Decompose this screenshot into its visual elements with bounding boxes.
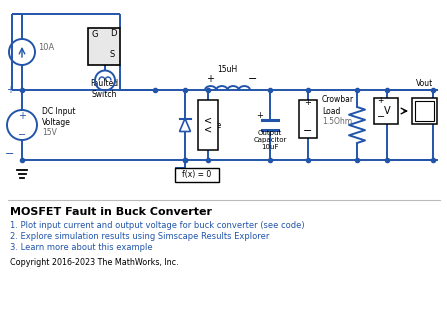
Text: −: − (377, 112, 385, 122)
Text: −: − (5, 149, 15, 159)
Text: +: + (206, 74, 214, 84)
Text: 10A: 10A (38, 44, 54, 52)
Text: Load: Load (322, 107, 340, 116)
Text: Crowbar: Crowbar (322, 95, 354, 104)
Text: <
<: < < (204, 115, 212, 134)
Polygon shape (180, 118, 190, 131)
FancyBboxPatch shape (88, 28, 120, 65)
Text: 15uH: 15uH (217, 65, 238, 74)
Text: +: + (256, 111, 263, 120)
Text: D: D (110, 29, 117, 38)
Text: +: + (304, 98, 312, 107)
FancyBboxPatch shape (175, 168, 219, 182)
Text: V: V (384, 106, 390, 116)
Text: 1.5Ohm: 1.5Ohm (322, 117, 352, 126)
Text: Faulted
Switch: Faulted Switch (90, 79, 118, 99)
Text: +: + (18, 111, 26, 121)
Text: Vout: Vout (416, 79, 433, 88)
FancyBboxPatch shape (415, 101, 434, 121)
FancyBboxPatch shape (412, 98, 437, 124)
Text: Output
Capacitor
10uF: Output Capacitor 10uF (253, 130, 287, 150)
FancyBboxPatch shape (299, 100, 317, 138)
Text: 1. Plot input current and output voltage for buck converter (see code): 1. Plot input current and output voltage… (10, 221, 304, 230)
Text: G: G (92, 30, 98, 39)
Text: −: − (18, 130, 26, 140)
Text: DC Input
Voltage: DC Input Voltage (42, 107, 76, 127)
Text: MOSFET Fault in Buck Converter: MOSFET Fault in Buck Converter (10, 207, 212, 217)
Text: Diode: Diode (199, 120, 221, 129)
Text: 2. Explore simulation results using Simscape Results Explorer: 2. Explore simulation results using Sims… (10, 232, 270, 241)
Text: −: − (304, 126, 313, 136)
Text: +: + (377, 96, 384, 105)
Text: −: − (248, 74, 257, 84)
FancyBboxPatch shape (198, 100, 218, 150)
Text: +: + (6, 85, 14, 95)
Text: Copyright 2016-2023 The MathWorks, Inc.: Copyright 2016-2023 The MathWorks, Inc. (10, 258, 179, 267)
Text: 15V: 15V (42, 128, 57, 137)
Text: 3. Learn more about this example: 3. Learn more about this example (10, 243, 152, 252)
Text: S: S (110, 50, 115, 59)
FancyBboxPatch shape (374, 98, 398, 124)
Text: f(x) = 0: f(x) = 0 (182, 171, 211, 180)
